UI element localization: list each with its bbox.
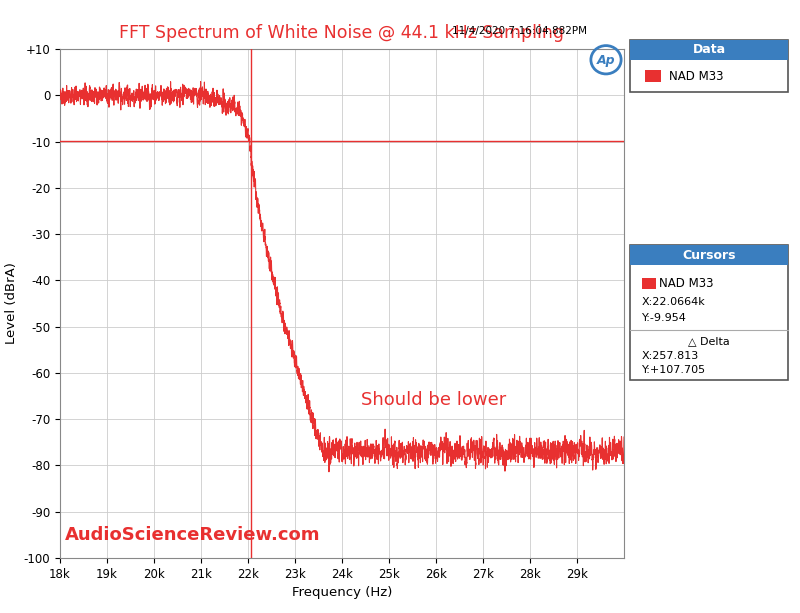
Text: Ap: Ap [597, 54, 615, 67]
Text: X:22.0664k: X:22.0664k [642, 297, 706, 307]
Y-axis label: Level (dBrA): Level (dBrA) [5, 262, 18, 345]
Text: NAD M33: NAD M33 [659, 277, 714, 291]
Text: X:257.813: X:257.813 [642, 351, 699, 360]
Title: FFT Spectrum of White Noise @ 44.1 kHz Sampling: FFT Spectrum of White Noise @ 44.1 kHz S… [119, 24, 565, 42]
Text: AudioScienceReview.com: AudioScienceReview.com [65, 526, 320, 544]
Text: △ Delta: △ Delta [688, 336, 730, 346]
Text: Data: Data [693, 44, 726, 56]
Text: 11/4/2020 7:16:04.882PM: 11/4/2020 7:16:04.882PM [452, 26, 587, 36]
Text: Should be lower: Should be lower [361, 391, 506, 409]
Text: Y:-9.954: Y:-9.954 [642, 313, 686, 322]
Text: Cursors: Cursors [682, 249, 736, 262]
X-axis label: Frequency (Hz): Frequency (Hz) [292, 586, 392, 599]
Text: Y:+107.705: Y:+107.705 [642, 365, 706, 375]
Text: NAD M33: NAD M33 [669, 69, 723, 83]
